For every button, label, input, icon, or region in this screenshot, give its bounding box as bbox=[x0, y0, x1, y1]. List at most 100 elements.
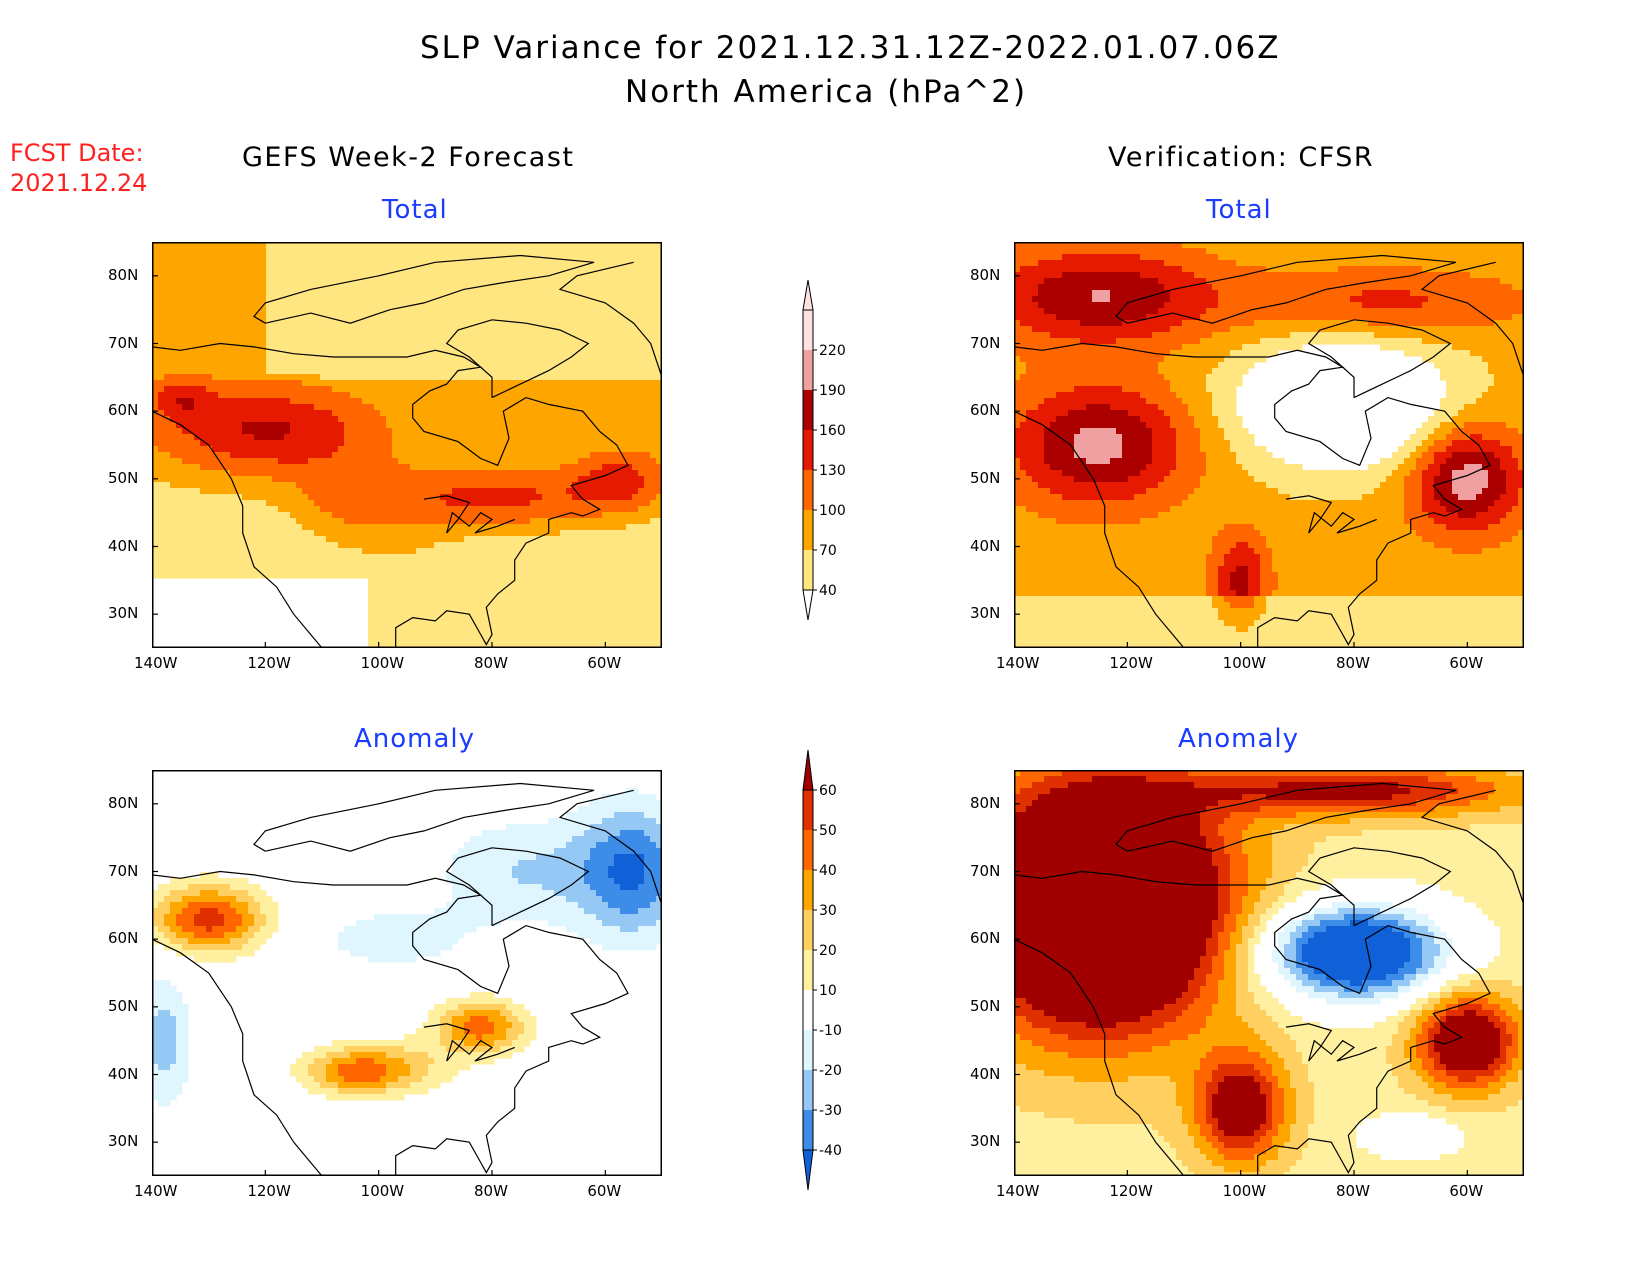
field-cell bbox=[242, 242, 249, 249]
field-cell bbox=[506, 578, 513, 585]
field-cell bbox=[236, 296, 243, 303]
field-cell bbox=[530, 440, 537, 447]
field-cell bbox=[302, 452, 309, 459]
field-cell bbox=[224, 410, 231, 417]
field-cell bbox=[380, 284, 387, 291]
field-cell bbox=[218, 284, 225, 291]
field-cell bbox=[356, 518, 363, 525]
field-cell bbox=[614, 374, 621, 381]
field-cell bbox=[578, 362, 585, 369]
field-cell bbox=[440, 602, 447, 609]
field-cell bbox=[548, 482, 555, 489]
field-cell bbox=[512, 434, 519, 441]
field-cell bbox=[344, 524, 351, 531]
field-cell bbox=[302, 518, 309, 525]
field-cell bbox=[284, 260, 291, 267]
field-cell bbox=[536, 302, 543, 309]
field-cell bbox=[176, 500, 183, 507]
field-cell bbox=[440, 524, 447, 531]
field-cell bbox=[614, 398, 621, 405]
field-cell bbox=[410, 338, 417, 345]
field-cell bbox=[350, 500, 357, 507]
field-cell bbox=[566, 368, 573, 375]
field-cell bbox=[302, 284, 309, 291]
field-cell bbox=[626, 458, 633, 465]
field-cell bbox=[434, 338, 441, 345]
field-cell bbox=[182, 248, 189, 255]
field-cell bbox=[422, 374, 429, 381]
field-cell bbox=[326, 290, 333, 297]
field-cell bbox=[638, 506, 645, 513]
field-cell bbox=[152, 302, 159, 309]
field-cell bbox=[266, 290, 273, 297]
field-cell bbox=[242, 332, 249, 339]
field-cell bbox=[440, 344, 447, 351]
field-cell bbox=[164, 272, 171, 279]
field-cell bbox=[326, 458, 333, 465]
field-cell bbox=[494, 578, 501, 585]
field-cell bbox=[398, 404, 405, 411]
field-cell bbox=[626, 542, 633, 549]
field-cell bbox=[656, 332, 662, 339]
field-cell bbox=[332, 542, 339, 549]
field-cell bbox=[512, 350, 519, 357]
field-cell bbox=[422, 320, 429, 327]
field-cell bbox=[380, 338, 387, 345]
field-cell bbox=[422, 572, 429, 579]
field-cell bbox=[182, 470, 189, 477]
field-cell bbox=[590, 398, 597, 405]
field-cell bbox=[380, 296, 387, 303]
field-cell bbox=[488, 512, 495, 519]
field-cell bbox=[434, 242, 441, 249]
field-cell bbox=[602, 494, 609, 501]
field-cell bbox=[344, 464, 351, 471]
field-cell bbox=[308, 260, 315, 267]
field-cell bbox=[248, 398, 255, 405]
field-cell bbox=[254, 512, 261, 519]
field-cell bbox=[326, 374, 333, 381]
field-cell bbox=[254, 398, 261, 405]
field-cell bbox=[410, 344, 417, 351]
field-cell bbox=[206, 380, 213, 387]
field-cell bbox=[566, 536, 573, 543]
field-cell bbox=[398, 398, 405, 405]
field-cell bbox=[152, 428, 159, 435]
field-cell bbox=[590, 260, 597, 267]
field-cell bbox=[332, 494, 339, 501]
field-cell bbox=[458, 344, 465, 351]
field-cell bbox=[422, 296, 429, 303]
field-cell bbox=[296, 302, 303, 309]
field-cell bbox=[206, 512, 213, 519]
field-cell bbox=[308, 362, 315, 369]
field-cell bbox=[272, 482, 279, 489]
field-cell bbox=[572, 590, 579, 597]
field-cell bbox=[602, 350, 609, 357]
field-cell bbox=[626, 572, 633, 579]
field-cell bbox=[260, 440, 267, 447]
field-cell bbox=[290, 254, 297, 261]
field-cell bbox=[452, 596, 459, 603]
field-cell bbox=[176, 356, 183, 363]
field-cell bbox=[326, 302, 333, 309]
field-cell bbox=[536, 308, 543, 315]
field-cell bbox=[530, 566, 537, 573]
field-cell bbox=[632, 554, 639, 561]
field-cell bbox=[446, 452, 453, 459]
field-cell bbox=[470, 260, 477, 267]
field-cell bbox=[278, 356, 285, 363]
field-cell bbox=[488, 530, 495, 537]
field-cell bbox=[362, 536, 369, 543]
field-cell bbox=[518, 506, 525, 513]
field-cell bbox=[350, 566, 357, 573]
field-cell bbox=[176, 398, 183, 405]
field-cell bbox=[380, 344, 387, 351]
field-cell bbox=[572, 362, 579, 369]
field-cell bbox=[644, 494, 651, 501]
field-cell bbox=[428, 470, 435, 477]
field-cell bbox=[164, 530, 171, 537]
field-cell bbox=[560, 452, 567, 459]
field-cell bbox=[632, 398, 639, 405]
field-cell bbox=[272, 446, 279, 453]
field-cell bbox=[470, 302, 477, 309]
field-cell bbox=[566, 506, 573, 513]
